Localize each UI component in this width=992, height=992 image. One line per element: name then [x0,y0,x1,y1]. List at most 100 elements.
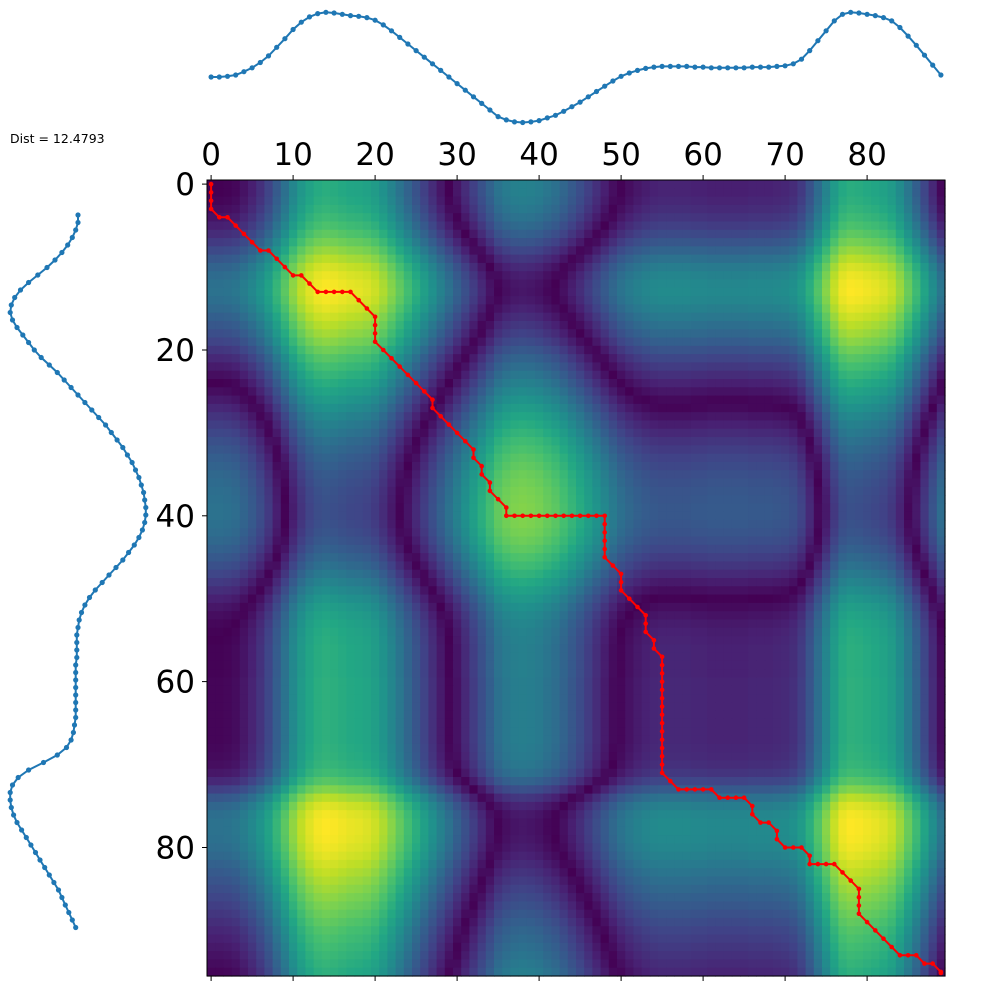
heatmap-cell [436,470,446,480]
heatmap-cell [510,320,520,330]
heatmap-cell [641,445,651,455]
heatmap-cell [280,561,290,571]
heatmap-cell [690,528,700,538]
heatmap-cell [887,594,897,604]
heatmap-cell [658,271,667,281]
heatmap-cell [731,387,741,397]
heatmap-cell [461,611,470,621]
heatmap-cell [379,511,388,521]
heatmap-cell [756,461,766,471]
heatmap-cell [239,271,249,281]
heatmap-cell [305,569,315,579]
heatmap-cell [248,486,257,496]
heatmap-cell [822,528,831,538]
heatmap-cell [920,470,930,480]
heatmap-cell [510,354,520,364]
heatmap-cell [485,428,495,438]
heatmap-cell [797,229,807,239]
heatmap-cell [207,503,216,513]
heatmap-cell [920,445,930,455]
heatmap-cell [723,304,733,314]
heatmap-cell [321,213,331,223]
heatmap-cell [223,304,233,314]
heatmap-cell [740,412,749,422]
heatmap-cell [354,586,364,596]
left-series-point [15,774,21,781]
heatmap-cell [444,370,454,380]
heatmap-cell [346,594,356,604]
heatmap-cell [461,213,470,223]
heatmap-cell [576,569,585,579]
heatmap-cell [764,544,774,554]
heatmap-cell [682,486,692,496]
heatmap-cell [625,188,634,198]
heatmap-cell [362,519,372,529]
heatmap-cell [740,602,749,612]
heatmap-cell [813,445,823,455]
heatmap-cell [485,611,495,621]
heatmap-cell [297,395,306,405]
heatmap-cell [641,279,651,289]
heatmap-cell [535,379,544,388]
heatmap-cell [641,312,651,322]
heatmap-cell [403,428,413,438]
heatmap-cell [559,453,569,463]
heatmap-cell [207,329,216,339]
heatmap-cell [748,387,757,397]
heatmap-cell [223,370,233,380]
heatmap-cell [313,511,323,521]
heatmap-cell [485,254,495,264]
heatmap-cell [551,602,561,612]
heatmap-cell [600,453,610,463]
heatmap-cell [895,213,905,223]
heatmap-cell [272,329,282,339]
heatmap-cell [453,271,462,281]
heatmap-cell [387,320,397,330]
top-series-point [872,13,878,19]
heatmap-cell [559,561,569,571]
heatmap-cell [641,420,651,430]
heatmap-cell [371,453,380,463]
heatmap-cell [674,536,684,546]
top-series-point [405,41,411,47]
heatmap-cell [871,337,880,347]
heatmap-cell [321,478,331,488]
heatmap-cell [313,553,323,563]
heatmap-cell [567,461,577,471]
heatmap-cell [764,312,774,322]
heatmap-cell [895,528,905,538]
heatmap-cell [403,470,413,480]
heatmap-cell [412,370,421,380]
heatmap-cell [280,420,290,430]
heatmap-cell [781,594,790,604]
top-series-point [364,15,370,21]
heatmap-cell [584,611,593,621]
heatmap-cell [387,470,397,480]
heatmap-cell [535,569,544,579]
heatmap-cell [477,262,487,272]
heatmap-cell [682,379,692,388]
heatmap-cell [272,437,282,446]
heatmap-cell [830,238,839,247]
heatmap-cell [871,262,880,272]
heatmap-cell [682,312,692,322]
heatmap-cell [920,229,930,239]
heatmap-cell [838,428,848,438]
heatmap-cell [871,354,880,364]
heatmap-cell [846,196,856,206]
heatmap-cell [690,461,700,471]
top-series-point [930,62,936,68]
heatmap-cell [215,594,224,604]
heatmap-cell [584,362,593,372]
heatmap-cell [617,246,626,256]
heatmap-cell [608,320,618,330]
heatmap-cell [469,611,479,621]
heatmap-cell [895,453,905,463]
heatmap-cell [428,204,438,214]
heatmap-cell [289,403,298,413]
heatmap-cell [215,470,224,480]
heatmap-cell [371,262,380,272]
heatmap-cell [641,561,651,571]
heatmap-cell [772,553,782,563]
heatmap-cell [928,379,938,388]
